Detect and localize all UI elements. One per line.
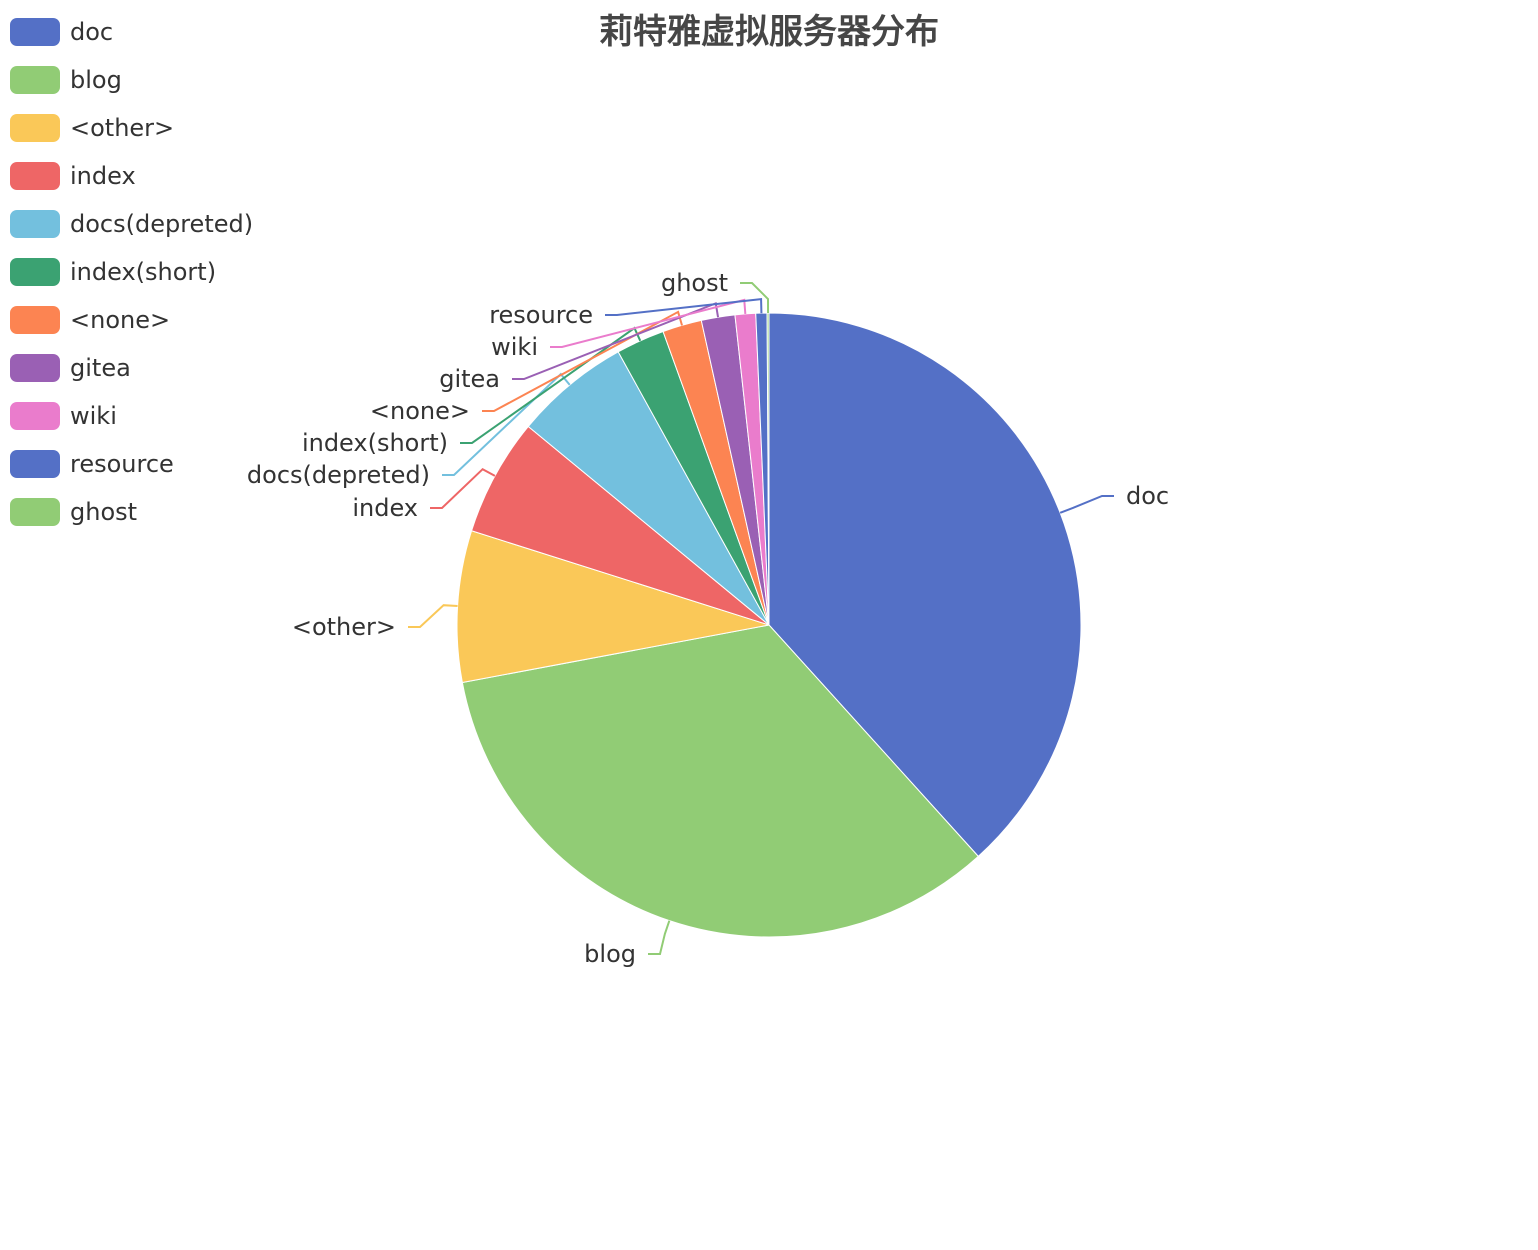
legend-swatch	[10, 354, 60, 382]
slice-label-docs-depreted: docs(depreted)	[247, 461, 430, 489]
legend-item-wiki[interactable]: wiki	[10, 392, 253, 440]
legend-swatch	[10, 66, 60, 94]
legend-item-index-short[interactable]: index(short)	[10, 248, 253, 296]
pie-slice-other[interactable]	[456, 530, 770, 683]
legend-label: gitea	[70, 354, 131, 382]
legend-item-resource[interactable]: resource	[10, 440, 253, 488]
slice-label-index: index	[352, 494, 418, 522]
legend-swatch	[10, 306, 60, 334]
legend-label: resource	[70, 450, 174, 478]
leader-line-index	[430, 467, 496, 509]
legend-label: index(short)	[70, 258, 217, 286]
legend-swatch	[10, 258, 60, 286]
pie-slice-index[interactable]	[471, 425, 770, 626]
legend-item-index[interactable]: index	[10, 152, 253, 200]
legend-swatch	[10, 402, 60, 430]
slice-label-gitea: gitea	[439, 365, 500, 393]
legend-swatch	[10, 114, 60, 142]
legend-swatch	[10, 498, 60, 526]
slice-label-other: <other>	[292, 613, 396, 641]
legend-item-gitea[interactable]: gitea	[10, 344, 253, 392]
pie-slice-blog[interactable]	[461, 624, 979, 938]
slice-label-blog: blog	[584, 940, 636, 968]
slice-label-ghost: ghost	[661, 269, 728, 297]
leader-line-gitea	[512, 301, 720, 380]
legend-label: <other>	[70, 114, 175, 142]
legend-item-docs-depreted[interactable]: docs(depreted)	[10, 200, 253, 248]
legend-label: docs(depreted)	[70, 210, 254, 238]
legend-label: index	[70, 162, 136, 190]
legend-item-other[interactable]: <other>	[10, 104, 253, 152]
leader-line-docs-depreted	[442, 372, 571, 476]
slice-label-index-short: index(short)	[302, 429, 448, 457]
leader-line-none	[482, 310, 683, 412]
legend-swatch	[10, 210, 60, 238]
legend: doc blog <other> index docs(depreted) index(s…	[10, 8, 253, 536]
legend-item-doc[interactable]: doc	[10, 8, 253, 56]
legend-swatch	[10, 162, 60, 190]
legend-swatch	[10, 18, 60, 46]
legend-item-ghost[interactable]: ghost	[10, 488, 253, 536]
legend-label: wiki	[70, 402, 117, 430]
legend-swatch	[10, 450, 60, 478]
legend-label: blog	[70, 66, 122, 94]
chart-title: 莉特雅虚拟服务器分布	[599, 12, 939, 52]
leader-line-doc	[1059, 495, 1114, 514]
legend-label: <none>	[70, 306, 171, 334]
legend-item-blog[interactable]: blog	[10, 56, 253, 104]
slice-label-resource: resource	[489, 301, 593, 329]
legend-label: doc	[70, 18, 114, 46]
slice-label-wiki: wiki	[491, 333, 538, 361]
leader-line-blog	[648, 920, 671, 955]
pie-slice-ghost[interactable]	[766, 312, 770, 626]
leader-line-other	[408, 604, 458, 628]
pie-slice-doc[interactable]	[768, 312, 1082, 857]
legend-label: ghost	[70, 498, 138, 526]
leader-line-ghost	[740, 282, 770, 314]
leader-line-wiki	[550, 298, 747, 348]
legend-item-none[interactable]: <none>	[10, 296, 253, 344]
leader-line-resource	[605, 297, 763, 316]
slice-label-doc: doc	[1126, 482, 1169, 510]
slice-label-none: <none>	[370, 397, 470, 425]
